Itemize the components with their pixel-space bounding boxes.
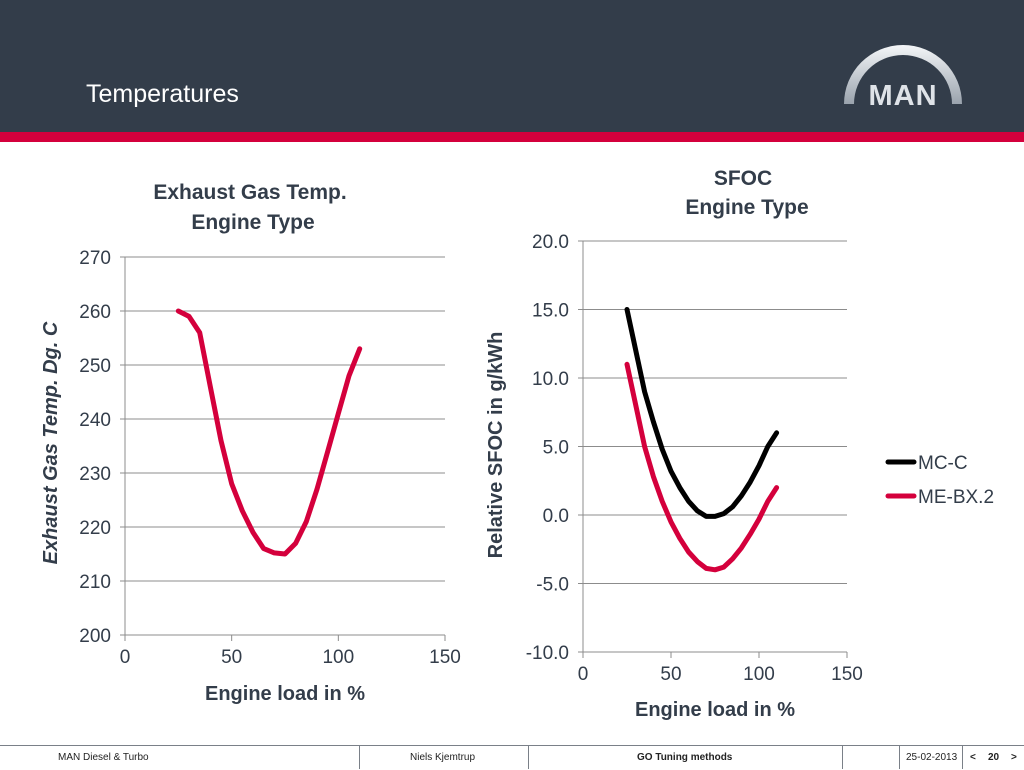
legend-label-mc-c: MC-C xyxy=(918,453,968,474)
chart2-subtitle: Engine Type xyxy=(685,196,808,219)
x-tick-label: 150 xyxy=(831,664,863,685)
footer-date: 25-02-2013 xyxy=(906,752,958,763)
y-tick-label: 210 xyxy=(79,572,111,593)
sfoc-chart: SFOC Engine Type -10.0 -5.0 0.0 5.0 10.0 15.0… xyxy=(485,167,994,721)
x-tick-label: 100 xyxy=(322,647,354,668)
legend-label-me-bx2: ME-BX.2 xyxy=(918,487,994,508)
y-tick-label: 220 xyxy=(79,518,111,539)
logo-arc-icon xyxy=(844,45,962,104)
y-tick-label: 250 xyxy=(79,356,111,377)
y-tick-label: 5.0 xyxy=(543,438,569,459)
x-tick-label: 0 xyxy=(578,664,589,685)
y-tick-label: -10.0 xyxy=(526,643,569,664)
series-line-me-bx-2 xyxy=(624,361,780,573)
y-tick-label: 10.0 xyxy=(532,369,569,390)
y-tick-label: -5.0 xyxy=(536,575,569,596)
chart2-title: SFOC xyxy=(714,167,772,190)
footer-divider xyxy=(962,746,963,769)
x-tick-label: 150 xyxy=(429,647,461,668)
y-tick-label: 15.0 xyxy=(532,301,569,322)
x-tick-label: 100 xyxy=(743,664,775,685)
y-tick-label: 20.0 xyxy=(532,232,569,253)
footer-company: MAN Diesel & Turbo xyxy=(58,752,149,763)
chart2-x-axis-label: Engine load in % xyxy=(635,699,795,721)
exhaust-gas-chart: Exhaust Gas Temp. Engine Type 200 210 220 2… xyxy=(40,181,461,705)
chart1-y-axis-label: Exhaust Gas Temp. Dg. C xyxy=(40,321,62,564)
header-bar xyxy=(0,0,1024,132)
logo-text: MAN xyxy=(868,80,938,112)
header-accent-stripe xyxy=(0,132,1024,142)
chart2-y-axis-label: Relative SFOC in g/kWh xyxy=(485,332,507,559)
footer-divider xyxy=(359,746,360,769)
chart1-x-axis-label: Engine load in % xyxy=(205,683,365,705)
chart2-legend: MC-C ME-BX.2 xyxy=(885,453,994,508)
prev-slide-button[interactable]: < xyxy=(970,752,976,763)
x-tick-label: 50 xyxy=(660,664,681,685)
series-line-mc-c xyxy=(624,307,780,519)
y-tick-label: 270 xyxy=(79,248,111,269)
y-tick-label: 0.0 xyxy=(543,506,569,527)
y-tick-label: 230 xyxy=(79,464,111,485)
footer-divider xyxy=(899,746,900,769)
footer-bar: MAN Diesel & Turbo Niels Kjemtrup GO Tun… xyxy=(0,745,1024,769)
y-tick-label: 200 xyxy=(79,626,111,647)
footer-topic: GO Tuning methods xyxy=(637,752,733,763)
footer-author: Niels Kjemtrup xyxy=(410,752,476,763)
series-line-me-bx-2 xyxy=(175,308,363,557)
man-logo: MAN xyxy=(838,34,968,112)
x-tick-label: 50 xyxy=(221,647,242,668)
x-tick-label: 0 xyxy=(120,647,131,668)
y-tick-label: 260 xyxy=(79,302,111,323)
footer-divider xyxy=(842,746,843,769)
next-slide-button[interactable]: > xyxy=(1011,752,1017,763)
y-tick-label: 240 xyxy=(79,410,111,431)
page-number: 20 xyxy=(988,752,1000,763)
chart1-subtitle: Engine Type xyxy=(191,211,314,234)
footer-divider xyxy=(528,746,529,769)
chart1-title: Exhaust Gas Temp. xyxy=(153,181,346,204)
charts-area: Exhaust Gas Temp. Engine Type 200 210 220 2… xyxy=(40,167,994,721)
page-title: Temperatures xyxy=(86,80,239,108)
